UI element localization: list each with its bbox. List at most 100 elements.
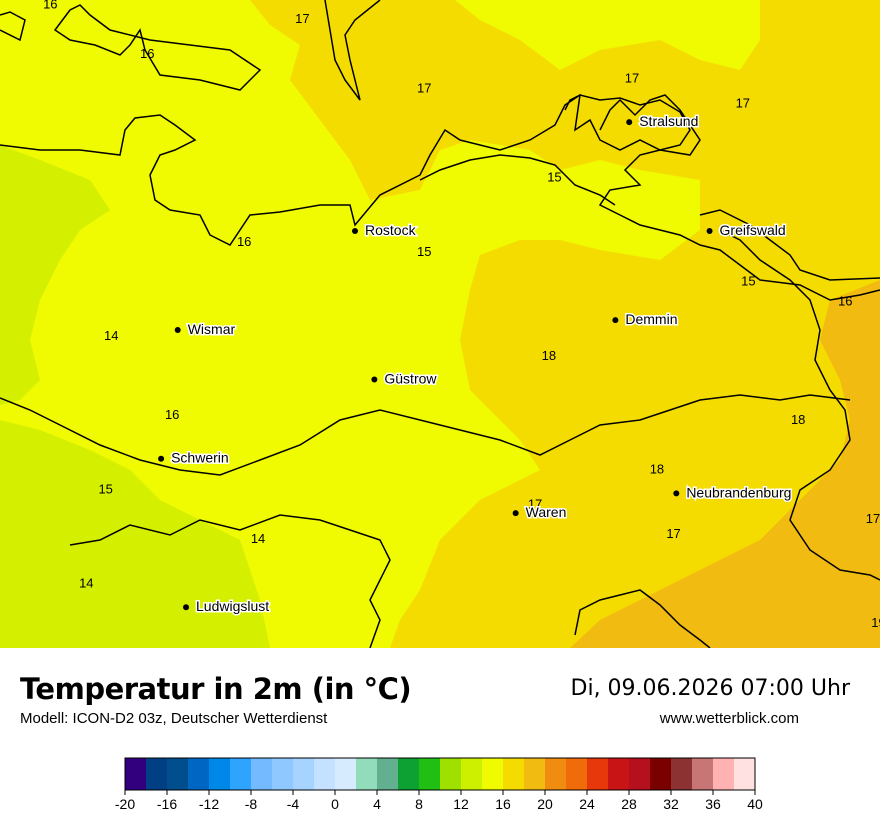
lagoon-coast [419, 154, 616, 206]
temp-value-label: 19 [871, 615, 880, 630]
temperature-values: 1616161716171717131516151516141818151316… [43, 0, 880, 630]
legend-tick-label: 36 [705, 796, 721, 812]
legend-swatch [503, 758, 525, 790]
legend-swatch [251, 758, 273, 790]
temperature-map: 1616161716171717131516151516141818151316… [0, 0, 880, 648]
city-dot [512, 510, 519, 517]
color-legend: -20 -16 -12 -8 -4 0 4 8 12 16 20 24 28 32 36 40 [115, 757, 763, 812]
city-rostock: Rostock [352, 221, 418, 240]
legend-swatch [314, 758, 336, 790]
city-dot [183, 604, 190, 611]
temp-value-label: 17 [666, 526, 680, 541]
city-label: Rostock [365, 222, 417, 238]
map-title: Temperatur in 2m (in °C) [20, 672, 412, 706]
usedom-coast [699, 209, 880, 281]
temp-value-label: 17 [528, 496, 542, 511]
legend-tick-label: -12 [199, 796, 219, 812]
legend-swatch [356, 758, 378, 790]
city-dot [612, 317, 619, 324]
coastline-west [0, 11, 26, 42]
legend-tick-label: 28 [621, 796, 637, 812]
state-border-north [324, 0, 381, 101]
fehmarn-coast [53, 4, 262, 91]
city-label: Neubrandenburg [686, 484, 791, 500]
legend-swatch [125, 758, 147, 790]
legend-swatch [461, 758, 483, 790]
city-label: Güstrow [384, 371, 437, 387]
city-label: Waren [526, 504, 567, 520]
city-neubrandenburg: Neubrandenburg [673, 483, 793, 502]
forecast-datetime: Di, 09.06.2026 07:00 Uhr [570, 676, 850, 701]
temp-zone-19 [570, 280, 880, 648]
legend-swatch [629, 758, 651, 790]
city-dot [174, 327, 181, 333]
temp-value-label: 15 [98, 481, 112, 496]
city-demmin: Demmin [612, 310, 679, 329]
city-label: Stralsund [639, 113, 698, 129]
temp-value-label: 18 [791, 412, 805, 427]
legend-tick-label: 32 [663, 796, 679, 812]
legend-tick-label: 24 [579, 796, 595, 812]
legend-swatch [734, 758, 756, 790]
legend-swatch [713, 758, 735, 790]
legend-swatch [230, 758, 252, 790]
legend-swatch [335, 758, 357, 790]
legend-tick-label: 16 [495, 796, 511, 812]
legend-swatch [608, 758, 630, 790]
state-border-south [0, 394, 851, 476]
legend-swatch [419, 758, 441, 790]
legend-swatch [146, 758, 168, 790]
footer: Temperatur in 2m (in °C) Modell: ICON-D2… [0, 648, 880, 830]
temp-value-label: 15 [547, 170, 561, 185]
city-dot [352, 228, 358, 234]
city-stralsund: Stralsund [626, 112, 700, 131]
state-border-southwest [69, 514, 391, 648]
temp-value-label: 16 [237, 234, 251, 249]
legend-swatch [398, 758, 420, 790]
temp-value-label: 17 [417, 80, 431, 95]
city-dot [706, 228, 713, 234]
city-label: Demmin [625, 311, 677, 327]
temp-value-label: 16 [165, 407, 179, 422]
city-güstrow: Güstrow [371, 369, 439, 388]
legend-tick-label: 8 [415, 796, 423, 812]
city-dot [673, 490, 680, 497]
legend-swatch [524, 758, 546, 790]
legend-swatch [587, 758, 609, 790]
temp-value-label: 15 [741, 274, 755, 289]
temp-value-label: 17 [866, 511, 880, 526]
temp-value-label: 18 [650, 462, 664, 477]
legend-swatch [440, 758, 462, 790]
city-dot [158, 455, 165, 462]
temp-value-label: 17 [736, 95, 750, 110]
legend-tick-label: 0 [331, 796, 339, 812]
legend-tick-label: 40 [747, 796, 763, 812]
coast-and-borders [0, 0, 880, 648]
city-greifswald: Greifswald [706, 221, 787, 240]
legend-swatch [692, 758, 714, 790]
temp-value-label: 16 [43, 0, 57, 11]
temp-value-label: 14 [79, 575, 93, 590]
city-label: Greifswald [720, 222, 786, 238]
temp-value-label: 16 [140, 46, 154, 61]
coastline-bay [0, 94, 880, 301]
legend-swatch [209, 758, 231, 790]
model-info: Modell: ICON-D2 03z, Deutscher Wetterdie… [20, 710, 328, 727]
legend-swatch [482, 758, 504, 790]
legend-swatch [293, 758, 315, 790]
temp-value-label: 17 [625, 71, 639, 86]
legend-frame [124, 757, 756, 791]
temp-zone-15-north [455, 0, 760, 70]
legend-swatch [167, 758, 189, 790]
city-label: Schwerin [171, 450, 229, 466]
temperature-field [0, 0, 880, 648]
website-link[interactable]: www.wetterblick.com [659, 710, 799, 727]
ruegen-coast [564, 93, 701, 156]
legend-swatch [188, 758, 210, 790]
temp-zone-13 [0, 145, 270, 648]
legend-tick-label: 12 [453, 796, 469, 812]
temp-value-label: 15 [417, 244, 431, 259]
temp-value-label: 16 [838, 293, 852, 308]
legend-tick-label: -20 [115, 796, 135, 812]
temp-value-label: 18 [542, 348, 556, 363]
